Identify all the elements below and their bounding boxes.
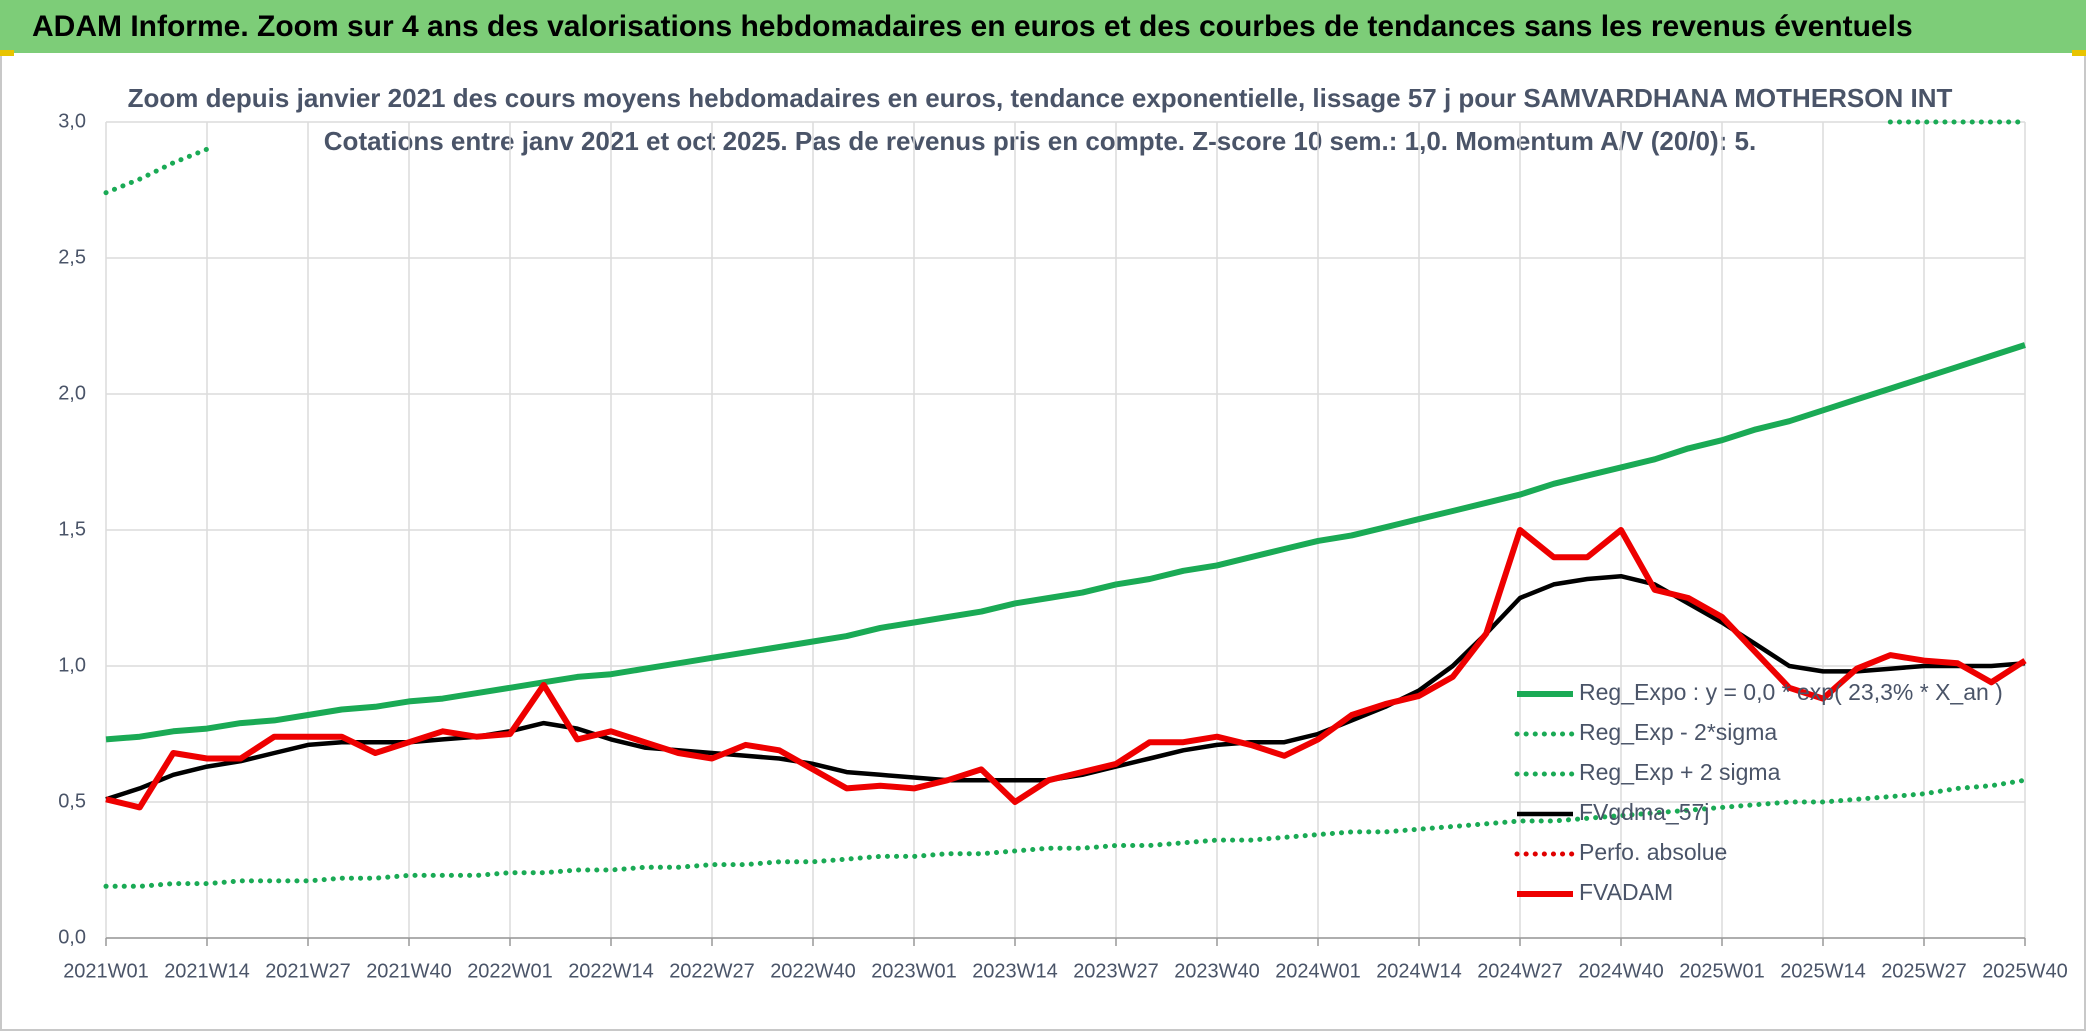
grid: 0,0 0,5 1,0 1,5 2,0 2,5 3,0 2021W01 2021W14 2021W… [58, 110, 2068, 982]
x-tick-label: 2021W40 [366, 960, 452, 982]
x-tick-label: 2023W40 [1174, 960, 1260, 982]
x-tick-label: 2025W01 [1679, 960, 1765, 982]
x-tick-label: 2025W40 [1982, 960, 2068, 982]
legend-label: Reg_Exp + 2 sigma [1579, 759, 1781, 785]
y-tick-label: 2,0 [58, 382, 86, 404]
x-tick-label: 2022W14 [568, 960, 654, 982]
x-tick-label: 2021W27 [265, 960, 351, 982]
chart-title: Zoom depuis janvier 2021 des cours moyen… [128, 83, 1953, 113]
legend-label: FVADAM [1579, 879, 1673, 905]
x-tick-label: 2024W14 [1376, 960, 1462, 982]
header-title: ADAM Informe. Zoom sur 4 ans des valoris… [32, 10, 1913, 43]
x-tick-label: 2022W40 [770, 960, 856, 982]
y-tick-label: 3,0 [58, 110, 86, 132]
x-tick-label: 2023W14 [972, 960, 1058, 982]
y-tick-label: 2,5 [58, 246, 86, 268]
x-tick-label: 2025W27 [1881, 960, 1967, 982]
series-line [105, 342, 2026, 743]
x-tick-label: 2024W27 [1477, 960, 1563, 982]
x-tick-label: 2021W01 [63, 960, 149, 982]
y-tick-label: 1,5 [58, 518, 86, 540]
legend-label: Reg_Expo : y = 0,0 * exp( 23,3% * X_an ) [1579, 679, 2003, 705]
x-tick-label: 2024W01 [1275, 960, 1361, 982]
x-tick-label: 2021W14 [164, 960, 250, 982]
x-tick-label: 2022W27 [669, 960, 755, 982]
legend: Reg_Expo : y = 0,0 * exp( 23,3% * X_an )… [1514, 679, 2003, 905]
x-tick-label: 2023W27 [1073, 960, 1159, 982]
y-tick-label: 1,0 [58, 654, 86, 676]
plot [103, 119, 2028, 889]
series-line [103, 777, 2028, 889]
y-tick-label: 0,0 [58, 926, 86, 948]
x-tick-label: 2022W01 [467, 960, 553, 982]
y-tick-label: 0,5 [58, 790, 86, 812]
series-line [105, 527, 2027, 811]
legend-label: Perfo. absolue [1579, 839, 1727, 865]
legend-label: Reg_Exp - 2*sigma [1579, 719, 1777, 745]
header-bar [0, 0, 2086, 53]
x-tick-label: 2023W01 [871, 960, 957, 982]
corner-tab [0, 50, 14, 56]
x-tick-label: 2024W40 [1578, 960, 1664, 982]
x-tick-label: 2025W14 [1780, 960, 1866, 982]
chart-subtitle: Cotations entre janv 2021 et oct 2025. P… [324, 126, 1756, 156]
legend-label: FVgdma_57j [1579, 799, 1709, 825]
corner-tab [2072, 50, 2086, 56]
series-line [103, 119, 2028, 196]
